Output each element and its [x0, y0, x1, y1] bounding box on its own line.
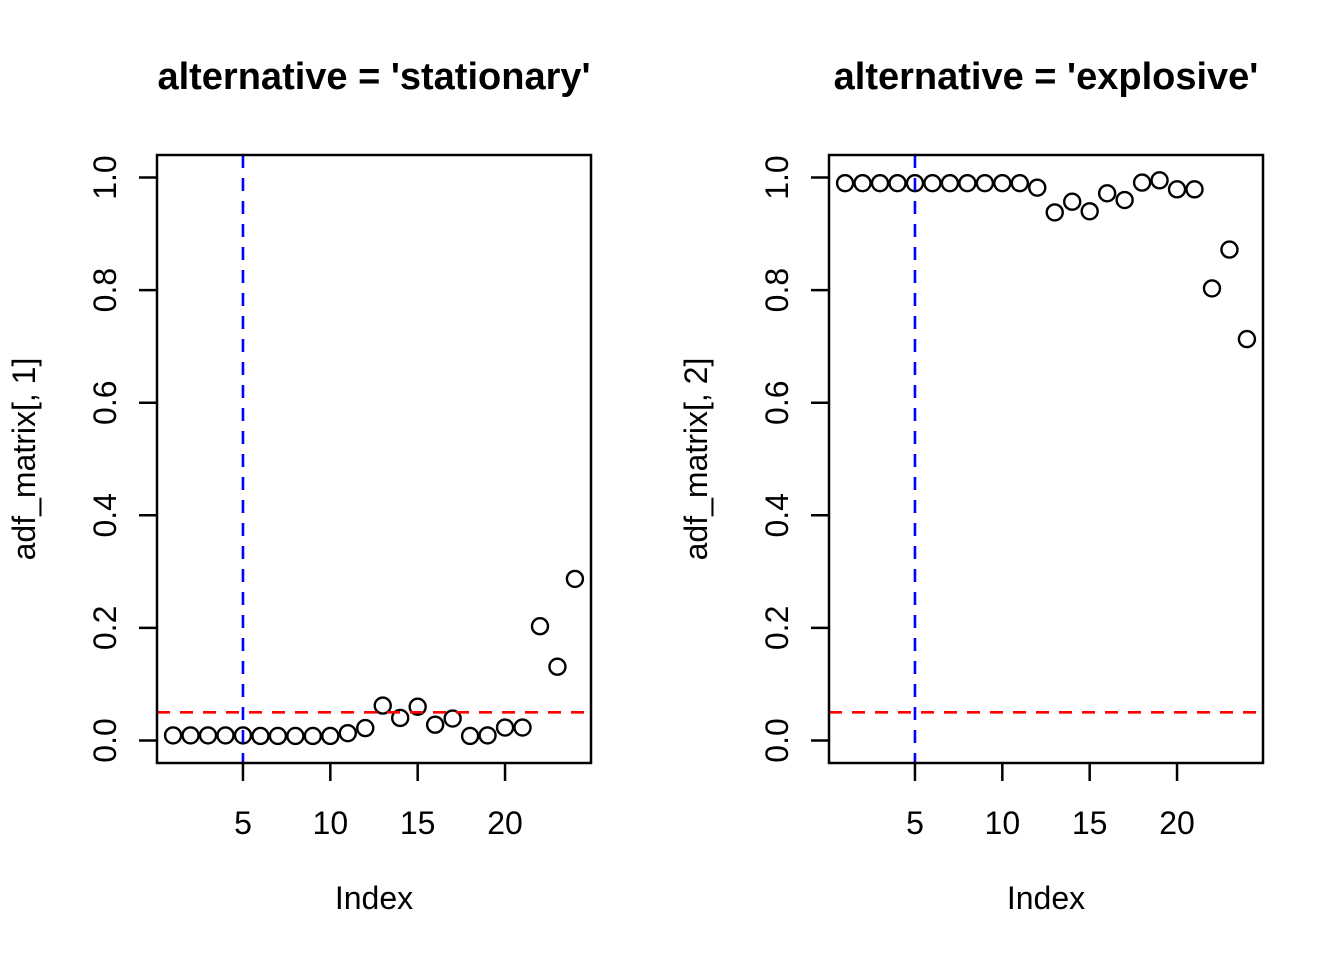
- panel-explosive: alternative = 'explosive' adf_matrix[, 2…: [672, 0, 1344, 960]
- data-point: [216, 726, 235, 745]
- data-point: [1063, 192, 1082, 211]
- data-point: [251, 726, 270, 746]
- data-point: [1010, 173, 1029, 193]
- y-tick-label: 0.2: [759, 606, 795, 650]
- data-point: [443, 709, 462, 728]
- data-point: [905, 173, 925, 193]
- data-point: [356, 718, 375, 738]
- panel-stationary: alternative = 'stationary' adf_matrix[, …: [6, 56, 593, 916]
- data-point: [1185, 180, 1204, 199]
- x-tick-label: 10: [985, 805, 1021, 841]
- data-point: [198, 726, 218, 745]
- y-tick-label: 0.8: [87, 268, 123, 312]
- data-point: [975, 173, 995, 193]
- data-point: [548, 657, 567, 676]
- data-point: [181, 726, 200, 745]
- x-tick-label: 5: [234, 805, 252, 841]
- y-tick-label: 0.0: [759, 718, 795, 762]
- data-point: [888, 173, 907, 193]
- data-point: [940, 173, 960, 193]
- data-point: [233, 726, 253, 745]
- data-point: [1220, 240, 1239, 259]
- data-point: [513, 718, 532, 737]
- x-axis-title: Index: [1006, 880, 1086, 916]
- y-tick-label: 1.0: [87, 155, 123, 199]
- data-point: [1167, 180, 1187, 199]
- plot-title: alternative = 'stationary': [157, 56, 591, 98]
- data-point: [163, 726, 183, 745]
- plot-frame: [827, 153, 1265, 765]
- plot-frame: [155, 153, 593, 765]
- y-tick-label: 0.4: [759, 493, 795, 537]
- data-point: [1132, 173, 1152, 192]
- data-point: [338, 723, 357, 743]
- x-tick-label: 20: [1159, 805, 1195, 841]
- data-point: [408, 697, 427, 716]
- data-point: [1150, 171, 1169, 190]
- x-tick-label: 5: [906, 805, 924, 841]
- data-point: [1080, 202, 1099, 221]
- data-point: [321, 726, 340, 746]
- data-point: [460, 726, 480, 746]
- data-point: [1237, 329, 1257, 349]
- scatter-plot: 5 10 15 20 0.0 0.2 0.4 0.6 0.8 1.0: [87, 153, 593, 841]
- y-tick-label: 0.2: [87, 606, 123, 650]
- data-point: [478, 726, 497, 745]
- data-point: [391, 708, 410, 728]
- data-point: [1028, 178, 1047, 197]
- x-tick-label: 20: [487, 805, 523, 841]
- data-point: [286, 726, 305, 746]
- y-tick-label: 0.6: [759, 380, 795, 424]
- data-point: [870, 173, 890, 193]
- data-point: [373, 696, 392, 715]
- y-tick-label: 0.4: [87, 493, 123, 537]
- x-axis-title: Index: [334, 880, 414, 916]
- data-point: [1045, 203, 1064, 222]
- data-point: [495, 718, 515, 737]
- data-point: [1115, 190, 1134, 210]
- y-tick-label: 0.0: [87, 718, 123, 762]
- data-point: [993, 173, 1012, 193]
- x-tick-label: 10: [313, 805, 349, 841]
- plot-title: alternative = 'explosive': [833, 56, 1259, 98]
- data-point: [565, 569, 585, 589]
- data-point: [1202, 279, 1222, 298]
- data-point: [1097, 184, 1117, 203]
- data-point: [303, 726, 323, 746]
- data-point: [268, 726, 288, 746]
- scatter-plot: 5 10 15 20 0.0 0.2 0.4 0.6 0.8 1.0: [759, 153, 1265, 841]
- data-point: [853, 173, 872, 193]
- x-tick-label: 15: [400, 805, 436, 841]
- data-point: [530, 617, 550, 636]
- y-tick-label: 1.0: [759, 155, 795, 199]
- data-point: [835, 173, 855, 193]
- data-point: [425, 715, 445, 734]
- data-point: [958, 173, 977, 193]
- x-tick-label: 15: [1072, 805, 1108, 841]
- y-tick-label: 0.6: [87, 380, 123, 424]
- data-point: [923, 173, 942, 193]
- y-tick-label: 0.8: [759, 268, 795, 312]
